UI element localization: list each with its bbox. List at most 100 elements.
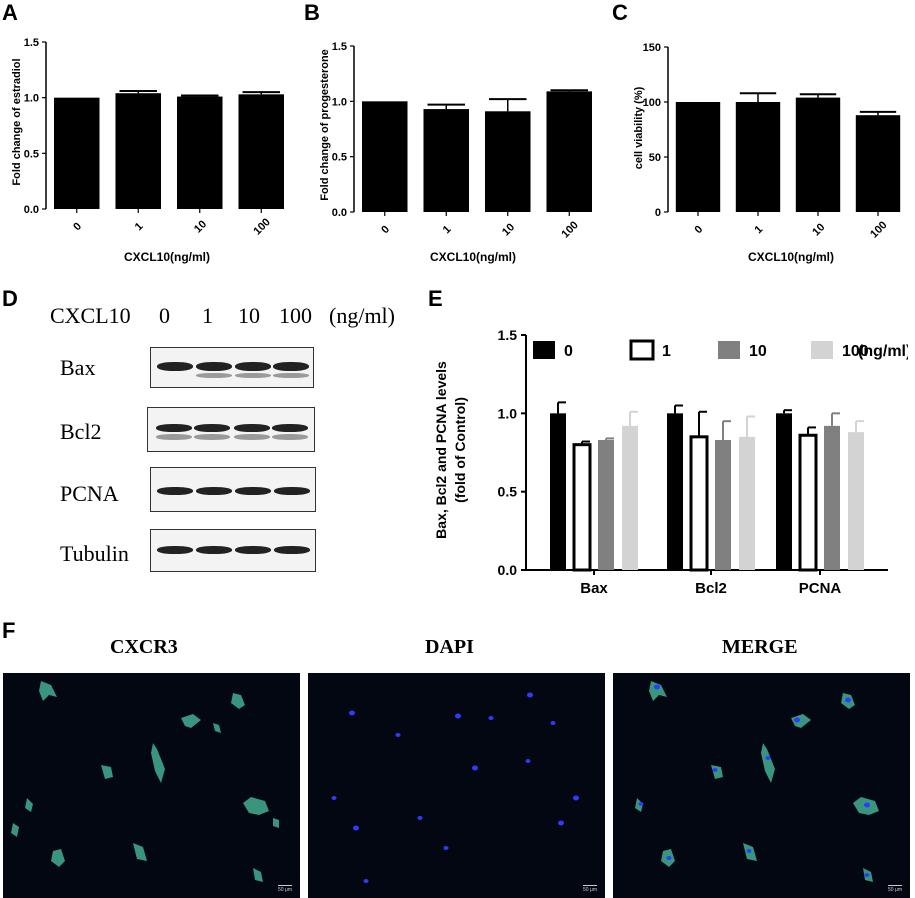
chart-progesterone: Fold change of progesterone CXCL10(ng/ml… — [319, 41, 593, 264]
chart-a-bar — [115, 93, 162, 209]
chart-a-ytick-label: 0.0 — [24, 204, 39, 216]
chart-c-bar — [855, 115, 901, 212]
wb-row-label-tubulin: Tubulin — [60, 541, 129, 566]
chart-e-legend-label-10: 10 — [749, 343, 767, 360]
chart-b-ytick-label: 1.0 — [332, 96, 347, 108]
panel-letter-e: E — [428, 286, 443, 311]
wb-header-dose-0: 0 — [159, 303, 170, 328]
chart-b-ytick-label: 0.0 — [332, 207, 347, 219]
blot-bax — [150, 347, 314, 388]
chart-c-xtick-label: 10 — [810, 221, 827, 238]
chart-b-ylabel: Fold change of progesterone — [319, 49, 331, 201]
chart-a-bar — [238, 94, 285, 209]
chart-a-bar — [176, 96, 223, 209]
chart-c-ytick-label: 150 — [643, 42, 661, 54]
chart-e-ytick-label: 1.5 — [498, 327, 518, 343]
scale-bar-merge: 50 μm — [888, 885, 902, 893]
blot-bcl2 — [147, 407, 315, 452]
panel-letter-c: C — [612, 0, 628, 25]
chart-e-bar-0 — [667, 413, 683, 570]
fluorescence-title-cxcr3: CXCR3 — [110, 636, 178, 658]
wb-header-dose-1: 1 — [202, 303, 213, 328]
chart-e-bar-100 — [739, 436, 755, 570]
chart-e-ylabel-line2: (fold of Control) — [452, 397, 468, 503]
chart-c-xtick-label: 100 — [868, 219, 889, 240]
chart-b-ytick-label: 1.5 — [332, 41, 347, 53]
chart-e-bar-1 — [689, 435, 709, 572]
panel-letter-d: D — [2, 286, 18, 311]
chart-e-legend-swatch-100 — [811, 341, 833, 359]
chart-b-ytick-label: 0.5 — [332, 152, 347, 164]
chart-b-xtick-label: 100 — [559, 219, 580, 240]
image-cxcr3: 50 μm — [3, 673, 300, 898]
chart-a-xtick-label: 1 — [133, 220, 146, 233]
blot-tubulin — [150, 529, 316, 572]
chart-e-bar-1 — [798, 433, 818, 572]
chart-c-bar — [795, 97, 841, 212]
chart-b-xtick-label: 1 — [441, 223, 454, 236]
scale-bar-dapi: 50 μm — [583, 885, 597, 893]
chart-a-ytick-label: 0.5 — [24, 148, 39, 160]
blot-pcna — [150, 467, 316, 512]
chart-c-bar — [735, 102, 781, 212]
chart-b-xlabel: CXCL10(ng/ml) — [430, 250, 516, 264]
chart-c-bar — [675, 102, 721, 212]
chart-e-legend-swatch-0 — [533, 341, 555, 359]
chart-a-ytick-label: 1.5 — [24, 37, 39, 49]
chart-c-ytick-label: 100 — [643, 97, 661, 109]
chart-e-legend-swatch-10 — [718, 341, 740, 359]
panel-letter-a: A — [2, 0, 18, 25]
chart-e-bar-100 — [622, 425, 638, 570]
chart-a-xtick-label: 100 — [251, 216, 272, 237]
chart-b-bar — [361, 101, 408, 212]
fluorescence-title-dapi: DAPI — [425, 636, 474, 658]
chart-c-xtick-label: 0 — [692, 223, 705, 236]
chart-a-xlabel: CXCL10(ng/ml) — [124, 250, 210, 264]
chart-b-xtick-label: 10 — [500, 221, 517, 238]
chart-e-bar-10 — [824, 425, 840, 570]
chart-e-ytick-label: 0.0 — [498, 562, 518, 578]
chart-cell-viability: cell viability (%) CXCL10(ng/ml) 0501001… — [633, 42, 901, 264]
fluorescence-title-merge: MERGE — [722, 636, 798, 658]
chart-a-bar — [53, 97, 100, 209]
chart-e-bar-1 — [572, 443, 592, 572]
chart-b-bar — [484, 111, 531, 212]
chart-e-xtick-label: Bax — [580, 580, 608, 597]
chart-e-legend-label-100: 100 — [842, 343, 869, 360]
chart-e-ylabel-line1: Bax, Bcl2 and PCNA levels — [433, 361, 449, 539]
chart-e-legend-label-1: 1 — [662, 343, 671, 360]
image-merge: 50 μm — [613, 673, 910, 898]
wb-row-label-pcna: PCNA — [60, 481, 119, 506]
chart-e-bar-100 — [848, 432, 864, 570]
chart-c-xlabel: CXCL10(ng/ml) — [748, 250, 834, 264]
panel-letter-f: F — [2, 618, 16, 643]
chart-e-bar-0 — [776, 413, 792, 570]
chart-e-legend-swatch-1 — [629, 339, 655, 361]
chart-e-legend-unit: (ng/ml) — [858, 343, 908, 360]
chart-b-bar — [423, 109, 470, 212]
chart-e-xtick-label: Bcl2 — [695, 580, 727, 597]
chart-protein-levels: Bax, Bcl2 and PCNA levels (fold of Contr… — [433, 327, 908, 597]
chart-e-bar-10 — [715, 439, 731, 570]
chart-a-ylabel: Fold change of estradiol — [11, 58, 23, 185]
chart-c-ylabel: cell viability (%) — [633, 86, 645, 169]
chart-e-legend-label-0: 0 — [564, 343, 573, 360]
wb-header-dose-10: 10 — [238, 303, 260, 328]
wb-row-label-bax: Bax — [60, 355, 96, 380]
image-dapi: 50 μm — [308, 673, 605, 898]
chart-e-ytick-label: 1.0 — [498, 405, 518, 421]
chart-e-xtick-label: PCNA — [799, 580, 842, 597]
chart-e-bar-0 — [550, 413, 566, 570]
wb-header-unit: (ng/ml) — [329, 303, 395, 328]
chart-e-bar-10 — [598, 439, 614, 570]
wb-row-label-bcl2: Bcl2 — [60, 419, 102, 444]
chart-c-ytick-label: 50 — [649, 152, 661, 164]
panel-letter-b: B — [304, 0, 320, 25]
chart-c-ytick-label: 0 — [655, 207, 661, 219]
chart-c-xtick-label: 1 — [752, 223, 765, 236]
chart-b-bar — [546, 91, 593, 212]
chart-a-xtick-label: 10 — [192, 218, 209, 235]
chart-b-xtick-label: 0 — [379, 223, 392, 236]
scale-bar-cxcr3: 50 μm — [278, 885, 292, 893]
chart-a-ytick-label: 1.0 — [24, 93, 39, 105]
